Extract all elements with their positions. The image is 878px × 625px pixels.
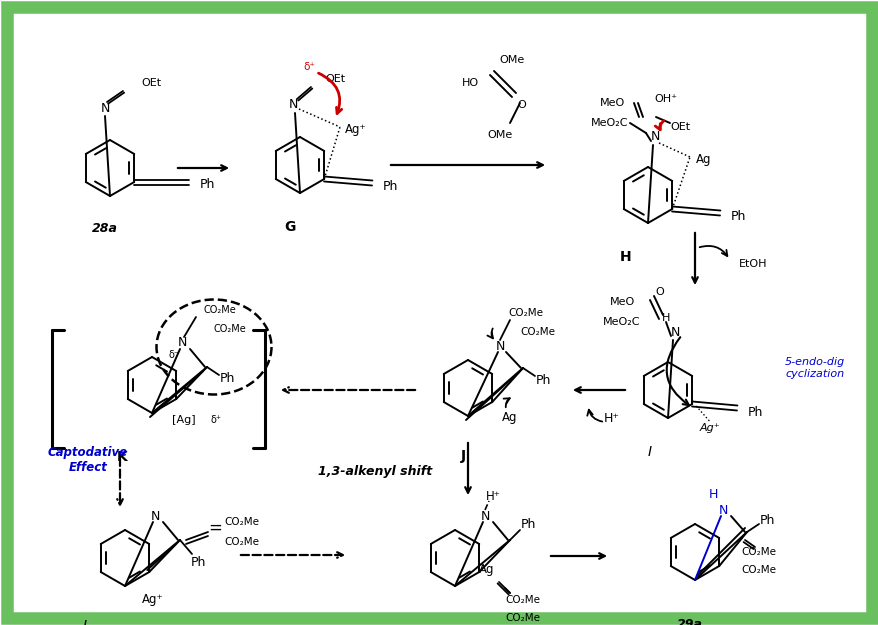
Text: 1,3-alkenyl shift: 1,3-alkenyl shift [318, 466, 432, 479]
Text: Ph: Ph [199, 177, 215, 191]
Text: OH⁺: OH⁺ [654, 94, 677, 104]
Text: K: K [117, 450, 127, 464]
Text: N: N [288, 99, 298, 111]
Text: Ph: Ph [382, 181, 398, 194]
Text: OEt: OEt [669, 122, 689, 132]
Text: N: N [717, 504, 727, 516]
Text: N: N [670, 326, 679, 339]
Text: N: N [177, 336, 186, 349]
Text: CO₂Me: CO₂Me [224, 537, 259, 547]
Text: O: O [517, 100, 526, 110]
Text: CO₂Me: CO₂Me [505, 595, 540, 605]
Text: HO: HO [461, 78, 478, 88]
Text: Ag: Ag [479, 564, 494, 576]
Text: CO₂Me: CO₂Me [507, 308, 543, 318]
Text: Ph: Ph [191, 556, 205, 569]
Text: EtOH: EtOH [738, 259, 766, 269]
Text: Ph: Ph [220, 372, 234, 386]
Text: 5-endo-dig
cyclization: 5-endo-dig cyclization [784, 357, 844, 379]
Text: MeO: MeO [609, 297, 635, 307]
Text: H: H [708, 488, 716, 501]
Text: δ⁺: δ⁺ [303, 62, 314, 72]
Text: N: N [150, 509, 160, 522]
Text: Ph: Ph [746, 406, 762, 419]
Text: Captodative
Effect: Captodative Effect [48, 446, 128, 474]
Text: CO₂Me: CO₂Me [520, 327, 555, 337]
Text: H: H [661, 313, 669, 323]
Text: Ph: Ph [535, 374, 550, 386]
Text: CO₂Me: CO₂Me [741, 547, 775, 557]
Text: Ag: Ag [695, 152, 711, 166]
Text: OEt: OEt [140, 78, 161, 88]
Text: δ⁺: δ⁺ [210, 415, 221, 425]
Text: MeO: MeO [600, 98, 625, 108]
Text: CO₂Me: CO₂Me [741, 565, 775, 575]
Text: Ph: Ph [520, 519, 535, 531]
Text: N: N [479, 509, 489, 522]
Text: G: G [284, 220, 295, 234]
Text: H: H [620, 250, 631, 264]
Text: Ag: Ag [501, 411, 517, 424]
Text: =: = [208, 519, 221, 537]
Text: OMe: OMe [486, 130, 512, 140]
Text: CO₂Me: CO₂Me [213, 324, 246, 334]
Text: Ph: Ph [730, 211, 745, 224]
Text: Ag⁺: Ag⁺ [699, 423, 720, 433]
Text: N: N [100, 101, 110, 114]
Text: [Ag]: [Ag] [172, 415, 196, 425]
Text: Ph: Ph [759, 514, 774, 526]
Text: H⁺: H⁺ [603, 411, 619, 424]
Text: Ag⁺: Ag⁺ [345, 122, 366, 136]
Text: OEt: OEt [325, 74, 345, 84]
Text: J: J [460, 449, 465, 463]
Text: N: N [650, 131, 658, 144]
Text: H⁺: H⁺ [485, 489, 500, 502]
Text: CO₂Me: CO₂Me [505, 613, 540, 623]
Text: δ⁻: δ⁻ [169, 350, 179, 360]
Text: I: I [647, 445, 651, 459]
Text: 29a: 29a [676, 618, 702, 625]
Text: OMe: OMe [499, 55, 524, 65]
Text: CO₂Me: CO₂Me [204, 305, 236, 315]
Text: N: N [494, 339, 504, 352]
Text: CO₂Me: CO₂Me [224, 517, 259, 527]
Text: MeO₂C: MeO₂C [591, 118, 628, 128]
Text: L: L [83, 619, 90, 625]
Text: Ag⁺: Ag⁺ [142, 594, 163, 606]
Text: MeO₂C: MeO₂C [602, 317, 640, 327]
Text: O: O [655, 287, 664, 297]
Text: 28a: 28a [92, 221, 118, 234]
